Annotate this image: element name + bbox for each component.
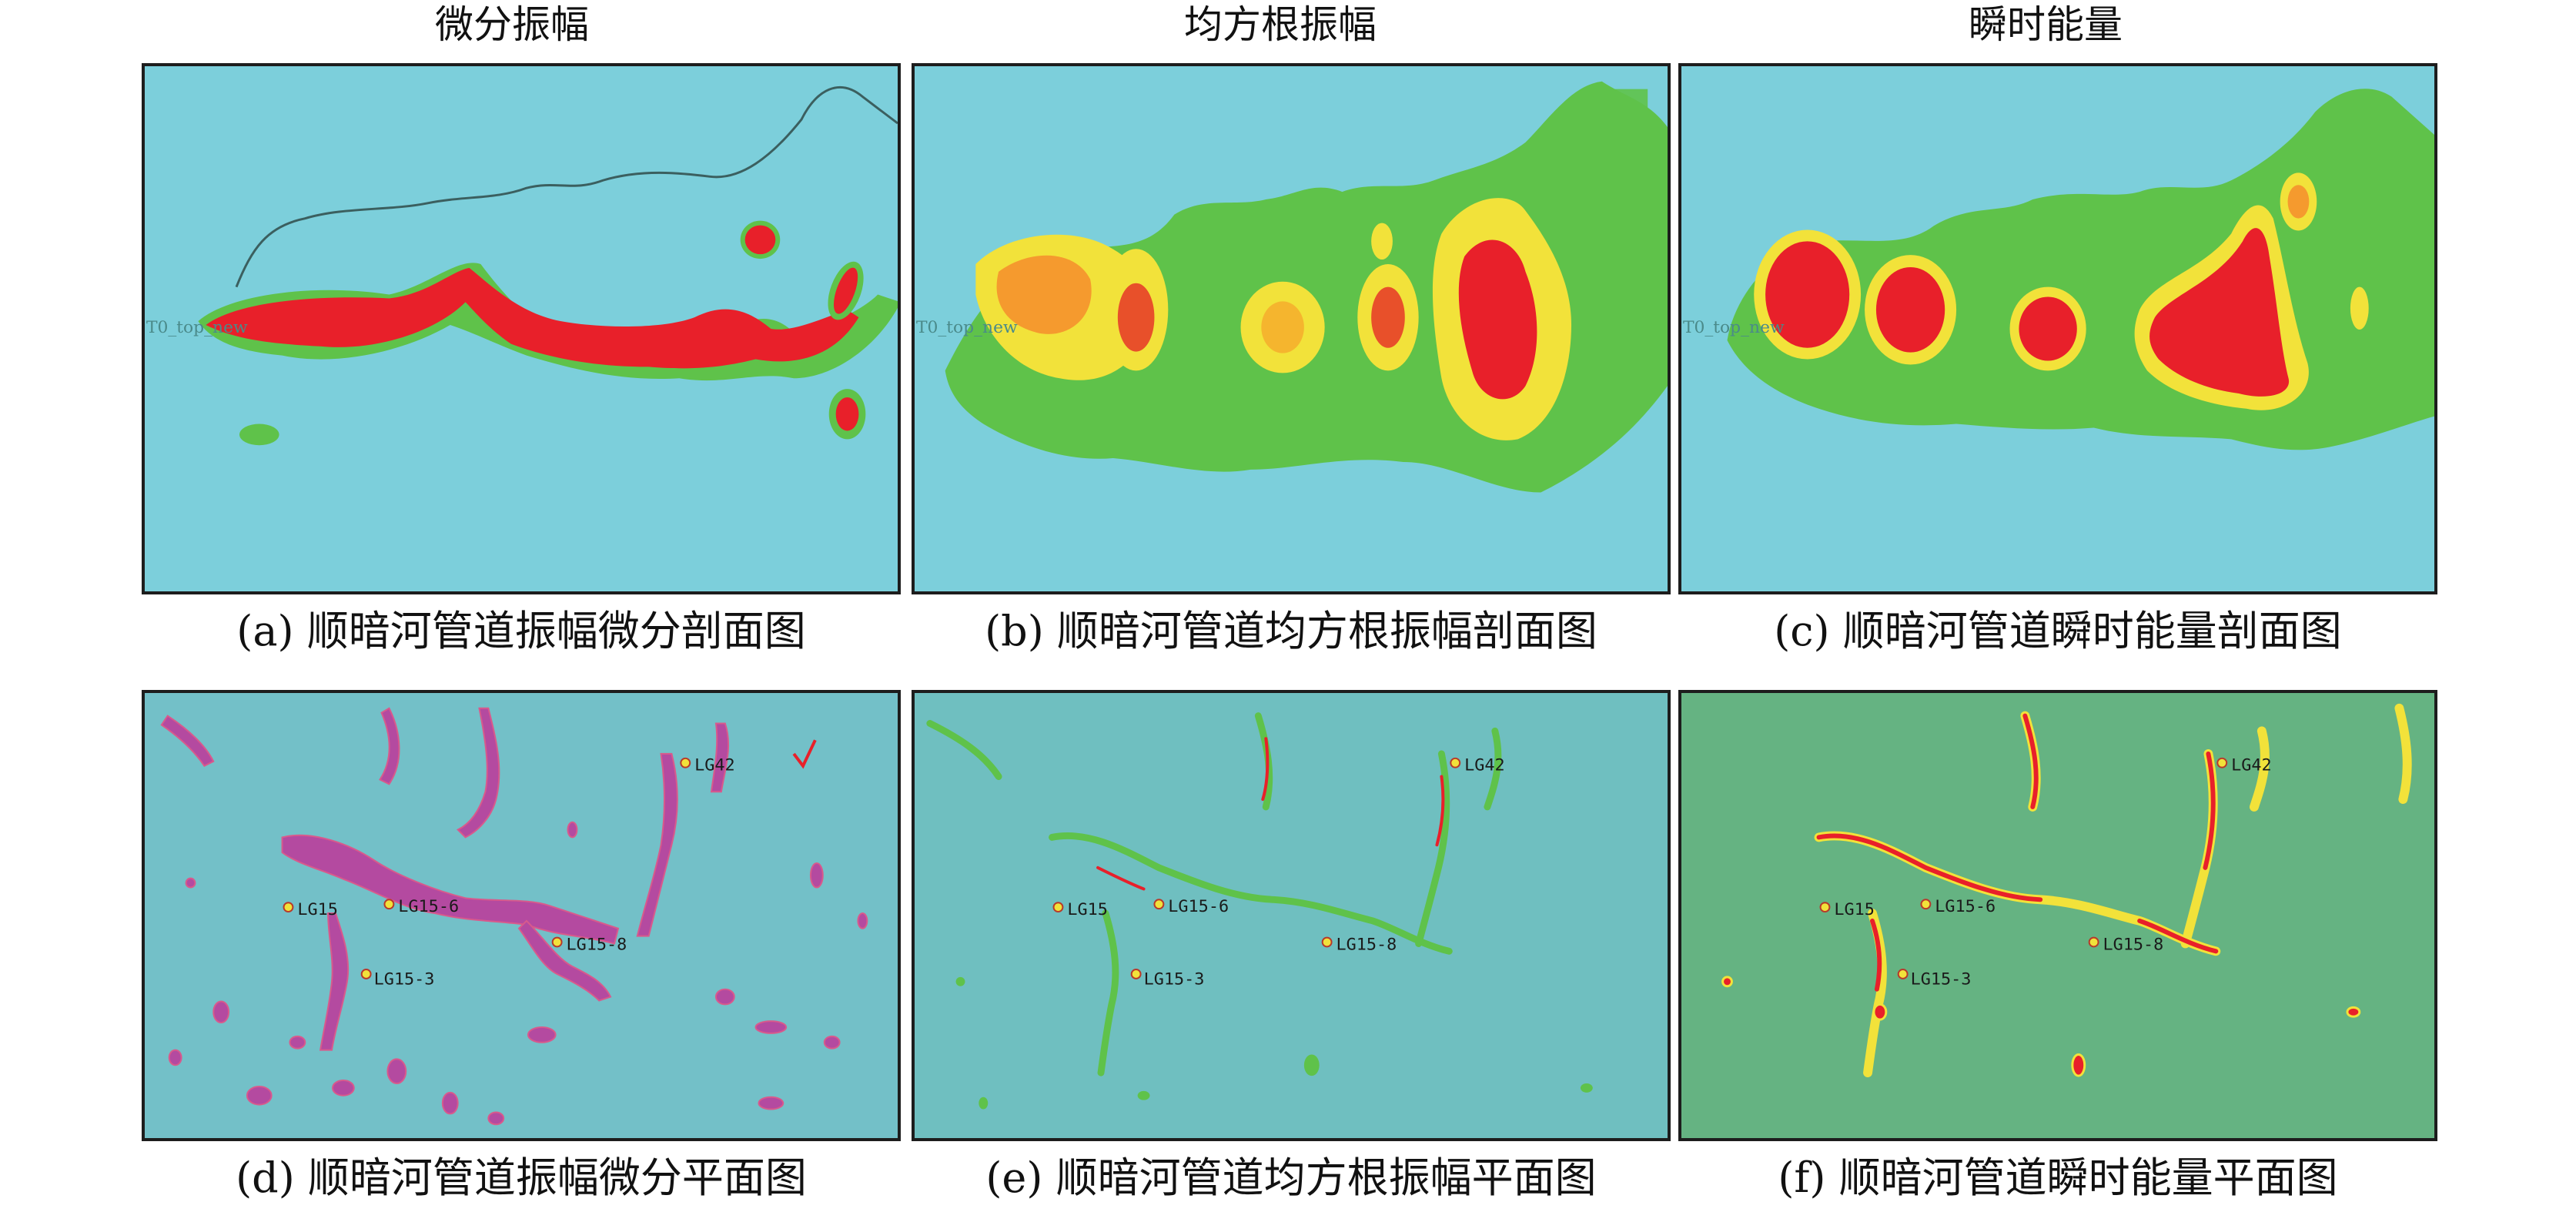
map-image-d: LG42 LG15 LG15-6 LG15-3 LG15-8 bbox=[145, 693, 898, 1138]
well-label-lg15-d: LG15 bbox=[297, 900, 338, 919]
column-title-rms-amplitude: 均方根振幅 bbox=[1184, 2, 1377, 47]
map-panel-f: LG42 LG15 LG15-6 LG15-3 LG15-8 bbox=[1678, 690, 2437, 1141]
map-image-f: LG42 LG15 LG15-6 LG15-3 LG15-8 bbox=[1681, 693, 2434, 1138]
checkmark-icon bbox=[792, 739, 817, 769]
well-label-lg15-8-d: LG15-8 bbox=[567, 935, 627, 954]
column-title-differential-amplitude: 微分振幅 bbox=[435, 2, 589, 47]
well-label-lg15-6-d: LG15-6 bbox=[398, 897, 459, 916]
section-panel-c: T0_top_new bbox=[1678, 63, 2437, 594]
well-label-lg42-f: LG42 bbox=[2231, 756, 2272, 775]
section-image-a: T0_top_new bbox=[145, 66, 898, 591]
well-label-lg15-8-e: LG15-8 bbox=[1337, 935, 1397, 954]
well-label-lg15-e: LG15 bbox=[1067, 900, 1108, 919]
well-label-lg15-3-d: LG15-3 bbox=[374, 970, 435, 989]
horizon-label-a: T0_top_new bbox=[146, 318, 248, 337]
well-label-lg15-8-f: LG15-8 bbox=[2103, 935, 2164, 954]
horizon-label-b: T0_top_new bbox=[916, 318, 1018, 337]
caption-f: (f) 顺暗河管道瞬时能量平面图 bbox=[1778, 1153, 2338, 1202]
well-label-lg15-3-e: LG15-3 bbox=[1144, 970, 1205, 989]
well-label-lg15-6-f: LG15-6 bbox=[1935, 897, 1996, 916]
section-panel-b: T0_top_new bbox=[912, 63, 1671, 594]
well-label-lg15-f: LG15 bbox=[1834, 900, 1875, 919]
map-panel-e: LG42 LG15 LG15-6 LG15-3 LG15-8 bbox=[912, 690, 1671, 1141]
section-image-c: T0_top_new bbox=[1681, 66, 2434, 591]
caption-c: (c) 顺暗河管道瞬时能量剖面图 bbox=[1774, 607, 2342, 655]
caption-b: (b) 顺暗河管道均方根振幅剖面图 bbox=[985, 607, 1597, 655]
caption-a: (a) 顺暗河管道振幅微分剖面图 bbox=[236, 607, 806, 655]
well-label-lg15-3-f: LG15-3 bbox=[1911, 970, 1972, 989]
well-label-lg42-e: LG42 bbox=[1464, 756, 1505, 775]
column-title-instantaneous-energy: 瞬时能量 bbox=[1969, 2, 2123, 47]
map-panel-d: LG42 LG15 LG15-6 LG15-3 LG15-8 bbox=[142, 690, 901, 1141]
map-image-e: LG42 LG15 LG15-6 LG15-3 LG15-8 bbox=[915, 693, 1668, 1138]
caption-e: (e) 顺暗河管道均方根振幅平面图 bbox=[985, 1153, 1597, 1202]
horizon-label-c: T0_top_new bbox=[1683, 318, 1785, 337]
section-panel-a: T0_top_new bbox=[142, 63, 901, 594]
caption-d: (d) 顺暗河管道振幅微分平面图 bbox=[236, 1153, 807, 1202]
section-image-b: T0_top_new bbox=[915, 66, 1668, 591]
well-label-lg15-6-e: LG15-6 bbox=[1168, 897, 1229, 916]
well-label-lg42-d: LG42 bbox=[694, 756, 735, 775]
